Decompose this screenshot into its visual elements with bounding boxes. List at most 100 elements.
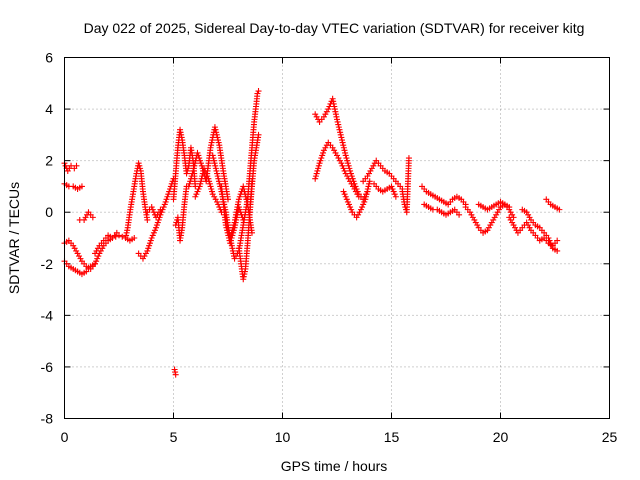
data-point: [185, 165, 192, 172]
data-point: [186, 180, 193, 187]
data-point: [207, 183, 214, 190]
x-tick-label: 5: [170, 429, 178, 445]
data-point: [215, 178, 222, 185]
data-point: [137, 165, 144, 172]
data-point: [364, 188, 371, 195]
data-point: [215, 201, 222, 208]
data-point: [325, 106, 332, 113]
data-point: [198, 175, 205, 182]
y-tick-label: -4: [41, 307, 54, 323]
data-point: [362, 193, 369, 200]
y-axis-label: SDTVAR / TECUs: [6, 182, 22, 294]
data-point: [364, 186, 371, 193]
data-point: [345, 162, 352, 169]
x-axis-label: GPS time / hours: [281, 458, 388, 474]
data-point: [190, 167, 197, 174]
data-point: [357, 206, 364, 213]
data-point: [341, 147, 348, 154]
data-point: [347, 204, 354, 211]
data-point: [73, 162, 80, 169]
y-tick-label: 0: [45, 204, 53, 220]
data-point: [157, 206, 164, 213]
data-point: [163, 196, 170, 203]
x-tick-label: 15: [384, 429, 400, 445]
data-point: [359, 204, 366, 211]
data-point: [230, 222, 237, 229]
data-point: [338, 160, 345, 167]
data-point: [212, 165, 219, 172]
data-point: [151, 227, 158, 234]
data-point: [339, 162, 346, 169]
y-tick-label: -8: [41, 411, 54, 427]
data-point: [212, 162, 219, 169]
data-point: [342, 152, 349, 159]
data-point: [554, 247, 561, 254]
data-point: [556, 206, 563, 213]
data-point: [89, 214, 96, 221]
data-point: [210, 155, 217, 162]
data-point: [165, 191, 172, 198]
data-point: [319, 152, 326, 159]
data-point: [188, 173, 195, 180]
data-point: [206, 180, 213, 187]
data-point: [95, 253, 102, 260]
data-point: [150, 229, 157, 236]
data-point: [215, 137, 222, 144]
data-point: [389, 186, 396, 193]
data-point: [340, 142, 347, 149]
data-point: [136, 162, 143, 169]
data-point: [197, 157, 204, 164]
data-point: [195, 152, 202, 159]
data-point: [320, 149, 327, 156]
data-point: [238, 211, 245, 218]
data-point: [366, 178, 373, 185]
data-point: [154, 219, 161, 226]
data-point: [388, 183, 395, 190]
data-point: [202, 167, 209, 174]
data-point: [340, 144, 347, 151]
data-point: [204, 173, 211, 180]
data-point: [341, 167, 348, 174]
data-point: [148, 235, 155, 241]
data-point: [197, 180, 204, 187]
data-point: [313, 170, 320, 177]
data-point: [335, 124, 342, 131]
data-point: [312, 173, 319, 180]
data-point: [338, 137, 345, 144]
data-point: [255, 88, 262, 95]
data-point: [312, 175, 319, 182]
x-tick-label: 25: [602, 429, 618, 445]
data-point: [335, 121, 342, 128]
data-point: [199, 173, 206, 180]
data-point: [149, 232, 156, 239]
data-point: [164, 193, 171, 200]
data-point: [93, 258, 100, 265]
y-tick-label: 2: [45, 153, 53, 169]
data-point: [363, 191, 370, 198]
y-tick-label: -6: [41, 359, 54, 375]
y-tick-label: 6: [45, 50, 53, 66]
data-point: [338, 134, 345, 141]
x-tick-labels: 0 5 10 15 20 25: [61, 429, 618, 445]
data-point: [230, 224, 237, 231]
data-point: [342, 149, 349, 156]
data-point: [131, 235, 138, 241]
data-point: [196, 183, 203, 190]
data-point: [227, 237, 234, 244]
data-point: [227, 235, 234, 241]
data-point: [194, 149, 201, 156]
data-point: [456, 211, 463, 218]
data-point: [92, 260, 99, 267]
data-point: [189, 170, 196, 177]
data-point: [195, 186, 202, 193]
data-point: [334, 118, 341, 125]
data-point: [317, 157, 324, 164]
data-point: [149, 206, 156, 213]
data-point: [554, 237, 561, 244]
data-point: [212, 126, 219, 133]
data-point: [214, 173, 221, 180]
data-point: [361, 198, 368, 205]
x-tick-label: 0: [61, 429, 69, 445]
data-point: [213, 131, 220, 138]
data-point: [255, 131, 262, 138]
